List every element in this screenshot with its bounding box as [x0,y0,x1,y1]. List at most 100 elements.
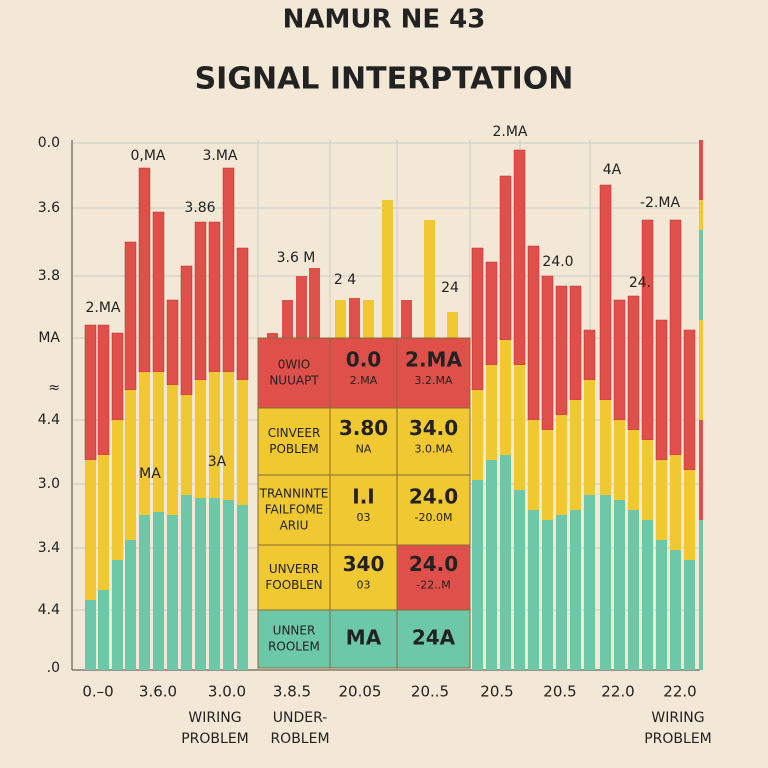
cell-text: 34.0 [409,416,458,440]
bar-teal [98,590,109,670]
bar-yellow [600,400,611,495]
subtitle: SIGNAL INTERPTATION [195,62,574,97]
bar-red [138,167,151,373]
cell-text: -22..M [416,579,450,592]
bar-teal [195,498,206,670]
bar-label: 3.6 M [277,250,316,266]
bar-yellow [125,390,136,540]
bar-yellow [584,380,595,495]
y-label: 3.4 [38,540,60,556]
x-label: 0.–0 [82,683,113,701]
strip [699,140,703,200]
bar-red [97,324,110,456]
bar-teal [670,550,681,670]
x-label: 20.5 [480,683,513,701]
cell-text: 0WIO [278,358,310,372]
bar-small [382,200,393,338]
cell-text: 2.MA [350,374,378,387]
bar-yellow [472,390,483,480]
bar-red [236,247,249,381]
cell-text: 24.0 [409,552,458,576]
bar-small [424,220,435,338]
bar-teal [528,510,539,670]
strip [699,520,703,670]
bar-teal [584,495,595,670]
bar-yellow [139,372,150,515]
strip [699,320,703,420]
bar-teal [642,520,653,670]
bar-yellow [209,372,220,498]
bar-yellow [570,400,581,510]
bar-yellow [181,395,192,495]
bar-small [447,312,458,338]
bar-small [282,300,293,338]
cell-text: CINVEER [268,426,321,440]
bar-label: -2.MA [640,195,680,211]
bar-small [363,300,374,338]
bar-red [627,295,640,431]
bar-red [124,241,137,391]
y-label: ≈ [48,380,60,396]
cell-text: NUUAPT [269,374,319,388]
x-note: WIRING [188,710,241,726]
bar-red [194,221,207,381]
y-label: MA [38,330,60,346]
bar-teal [125,540,136,670]
bar-yellow [542,430,553,520]
x-label: 22.0 [663,683,696,701]
bar-teal [112,560,123,670]
table-cell [396,337,471,409]
bar-yellow [670,455,681,550]
bar-small [309,268,320,338]
x-note: WIRING [651,710,704,726]
cell-text: 24.0 [409,485,458,509]
bar-red [208,221,221,373]
bar-yellow [85,460,96,600]
bar-red [513,149,526,366]
bar-small [349,298,360,338]
bar-teal [656,540,667,670]
bar-teal [556,515,567,670]
strip [699,200,703,230]
bar-red [541,275,554,431]
cell-text: FAILFOME [265,503,324,517]
bar-yellow [112,420,123,560]
y-label: 0.0 [38,135,60,151]
cell-text: 2.MA [405,348,462,372]
bar-small [267,333,278,338]
cell-text: UNNER [273,624,316,638]
cell-text: POBLEM [269,442,319,456]
bar-red [569,285,582,401]
y-label: .0 [47,660,60,676]
table-cell [329,474,398,546]
x-note: PROBLEM [181,731,249,747]
table-cell [396,474,471,546]
bar-red [641,219,654,441]
bar-small [401,300,412,338]
bar-red [683,329,696,471]
x-label: 20..5 [411,683,449,701]
bar-label: 24.0 [542,254,573,270]
bar-red [166,299,179,386]
cell-text: 03 [357,579,371,592]
bar-red [613,299,626,421]
cell-text: 3.0.MA [414,443,452,456]
table-cell [257,407,331,476]
bar-teal [139,515,150,670]
bar-yellow [628,430,639,510]
bar-teal [614,500,625,670]
bar-teal [628,510,639,670]
bar-label: 24. [629,275,651,291]
table-cell [257,609,331,669]
cell-text: MA [346,626,382,650]
bar-yellow [237,380,248,505]
y-label: 4.4 [38,602,60,618]
cell-text: I.I [352,485,374,509]
cell-text: ROOLEM [268,640,320,654]
x-note: PROBLEM [644,731,712,747]
cell-text: 0.0 [346,348,381,372]
bar-yellow [167,385,178,515]
bar-teal [600,495,611,670]
bar-red [599,184,612,401]
